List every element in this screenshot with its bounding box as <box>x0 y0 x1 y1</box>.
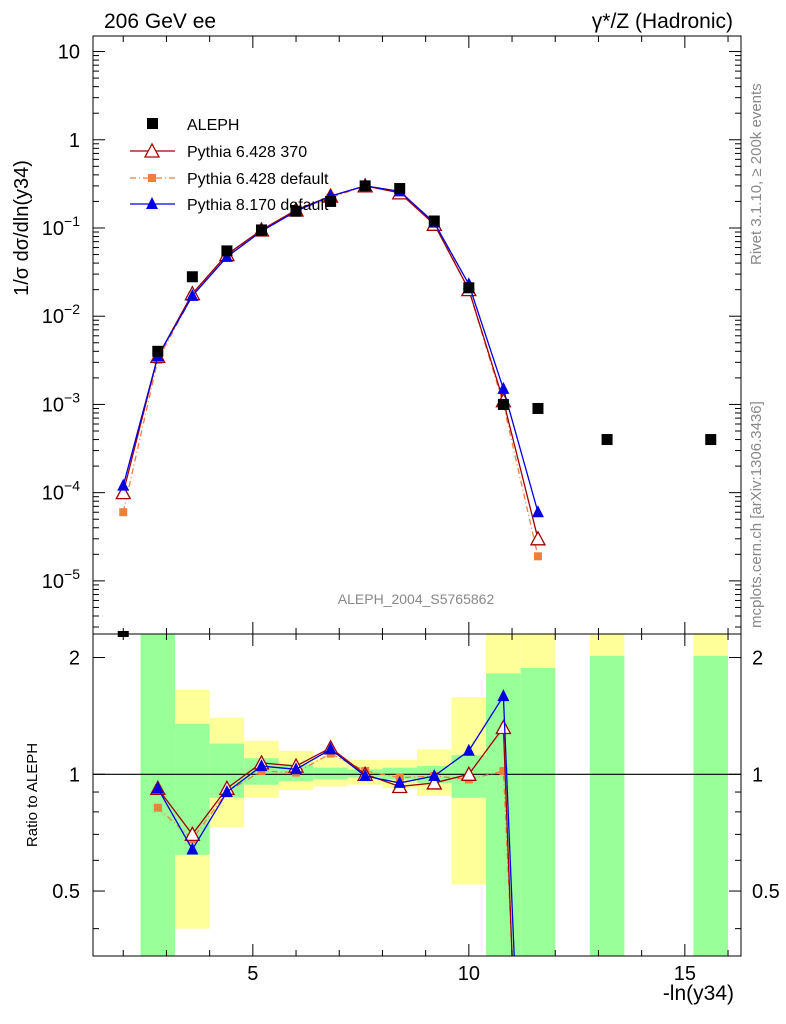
series-line <box>122 185 539 513</box>
data-point <box>115 484 132 500</box>
data-point <box>186 288 199 301</box>
legend-marker-pythia6-default <box>148 174 156 182</box>
legend-label-pythia6-370: Pythia 6.428 370 <box>187 144 307 161</box>
series-line <box>122 185 539 539</box>
data-point <box>394 183 406 195</box>
ratio-y-tick-label-right: 2 <box>752 648 763 670</box>
data-point <box>428 768 441 781</box>
data-point <box>290 205 302 217</box>
data-point <box>324 742 337 755</box>
stat-error-band <box>382 767 417 780</box>
y-tick-label: 1 <box>69 130 80 152</box>
legend-marker-aleph <box>147 118 158 129</box>
x-tick-label: 5 <box>247 963 258 985</box>
legend-label-pythia6-default: Pythia 6.428 default <box>187 171 329 188</box>
data-point <box>495 719 512 735</box>
ratio-ticks: 0.5 0.5 1 1 2 2 5 10 15 <box>52 634 780 985</box>
watermark: ALEPH_2004_S5765862 <box>338 591 495 607</box>
y-tick-label: 10−3 <box>42 389 80 416</box>
ratio-plot-frame <box>92 633 742 957</box>
data-point <box>426 774 443 790</box>
stat-error-band <box>140 634 176 956</box>
data-point <box>359 768 372 781</box>
data-point <box>255 224 267 236</box>
header-right: γ*/Z (Hadronic) <box>592 10 733 33</box>
main-series-group <box>115 177 717 637</box>
ratio-y-tick-label-right: 1 <box>752 764 763 786</box>
x-tick-label: 15 <box>674 963 696 985</box>
stat-error-band <box>589 655 625 956</box>
data-point <box>186 271 198 283</box>
rivet-version-label: Rivet 3.1.10, ≥ 200k events <box>748 83 765 265</box>
data-point <box>532 402 544 414</box>
data-point <box>186 842 199 855</box>
data-point <box>497 398 509 410</box>
stat-error-band <box>313 767 348 780</box>
main-y-axis-label: 1/σ dσ/dln(y34) <box>11 160 33 296</box>
data-point <box>531 505 544 518</box>
data-point <box>151 781 164 794</box>
y-tick-label: 10−1 <box>42 213 80 240</box>
ratio-series-line <box>157 694 515 957</box>
data-point <box>153 803 162 812</box>
x-axis-label: -ln(y34) <box>663 982 734 1005</box>
y-tick-label: 10−2 <box>42 301 80 328</box>
legend-marker-pythia6-370 <box>143 142 161 158</box>
data-point <box>462 743 475 756</box>
data-point <box>529 530 547 546</box>
ratio-y-tick-label-right: 0.5 <box>752 881 780 903</box>
data-point <box>705 434 717 446</box>
ratio-y-tick-label-left: 1 <box>69 764 80 786</box>
legend-marker-pythia8 <box>146 197 158 209</box>
data-point <box>184 825 201 842</box>
ratio-bands <box>140 634 729 956</box>
data-point <box>499 766 508 775</box>
data-point <box>497 689 510 702</box>
data-point <box>463 282 475 294</box>
data-point <box>393 775 406 788</box>
ratio-y-axis-label: Ratio to ALEPH <box>24 743 41 847</box>
data-point <box>119 508 128 517</box>
stat-error-band <box>693 655 729 956</box>
data-point <box>152 345 164 357</box>
data-point <box>290 762 303 775</box>
data-point <box>325 195 337 207</box>
data-point <box>497 381 510 394</box>
data-point <box>221 245 233 257</box>
data-point <box>428 215 440 227</box>
ratio-y-tick-label-left: 2 <box>69 648 80 670</box>
data-point <box>533 552 542 561</box>
legend-label-aleph: ALEPH <box>187 117 239 134</box>
legend: ALEPH Pythia 6.428 370 Pythia 6.428 defa… <box>130 117 329 214</box>
ratio-series-line <box>157 725 513 957</box>
y-tick-label: 10 <box>58 42 80 64</box>
data-point <box>601 434 613 446</box>
ratio-y-tick-label-left: 0.5 <box>52 881 80 903</box>
stat-error-band <box>520 667 556 956</box>
y-tick-label: 10−4 <box>42 478 80 505</box>
ratio-plot-panel: 0.5 0.5 1 1 2 2 5 10 15 Ratio to ALEPH -ln(y34) <box>24 633 780 1005</box>
data-point <box>460 765 477 781</box>
main-y-ticks: 10−5 10−4 10−3 10−2 10−1 1 10 <box>42 36 741 634</box>
legend-label-pythia8: Pythia 8.170 default <box>187 197 329 214</box>
x-tick-label: 10 <box>458 963 480 985</box>
header-left: 206 GeV ee <box>104 10 216 33</box>
data-point <box>255 759 268 772</box>
y-tick-label: 10−5 <box>42 566 80 593</box>
data-point <box>220 785 233 798</box>
data-point <box>359 180 371 192</box>
data-point <box>117 478 130 491</box>
mcplots-label: mcplots.cern.ch [arXiv:1306.3436] <box>748 401 765 628</box>
ratio-series-group <box>149 689 515 957</box>
series-line <box>122 185 539 557</box>
